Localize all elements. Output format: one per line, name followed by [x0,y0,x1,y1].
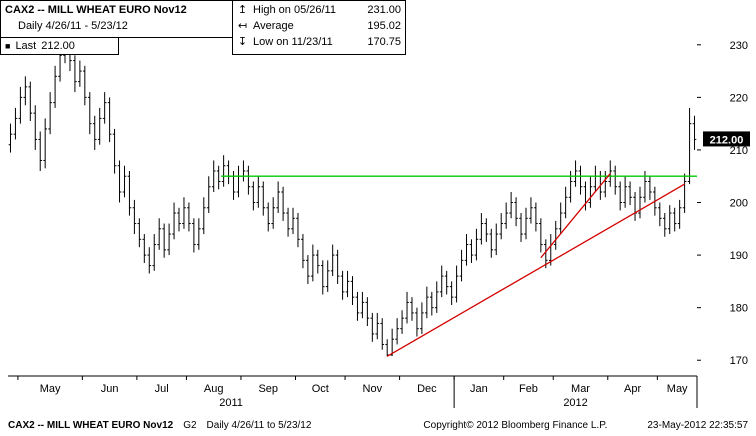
month-label: Jun [101,383,119,395]
chart-title-box: CAX2 -- MILL WHEAT EURO Nov12 Daily 4/26… [0,0,233,38]
y-tick-label: 230 [730,40,748,52]
month-label: Dec [417,383,437,395]
month-label: Apr [624,383,641,395]
average-marker-icon: ↤ [237,20,248,32]
year-label: 2012 [563,397,587,409]
price-chart: May Jun Jul Aug Sep Oct Nov Dec Jan Feb Mar Apr May 2… [8,39,750,409]
last-price-legend: ■ Last 212.00 [0,37,119,55]
last-price-tag: 212.00 [703,131,750,147]
last-label: Last [15,40,37,52]
footer-page-code: G2 [183,419,197,431]
svg-text:212.00: 212.00 [710,134,744,146]
last-value: 212.00 [41,40,75,52]
y-tick-label: 170 [730,355,748,367]
month-label: Nov [363,383,383,395]
y-tick-label: 210 [730,145,748,157]
stat-value: 195.02 [367,20,401,32]
stat-label: Low on 11/23/11 [253,36,333,48]
y-tick-label: 180 [730,303,748,315]
month-label: May [40,383,61,395]
footer-range: Daily 4/26/11 to 5/23/12 [206,419,312,431]
y-tick-label: 220 [730,92,748,104]
ohlc-bars [8,39,697,357]
low-marker-icon: ↧ [237,36,248,48]
stat-value: 170.75 [367,36,401,48]
high-marker-icon: ↥ [237,4,248,16]
trend-line [386,183,685,357]
chart-range-label: Daily 4/26/11 - 5/23/12 [18,20,128,32]
month-label: Jan [470,383,488,395]
month-label: Sep [258,383,278,395]
month-label: Oct [312,383,329,395]
y-tick-label: 200 [730,198,748,210]
footer: CAX2 -- MILL WHEAT EURO Nov12 G2 Daily 4… [0,414,756,436]
trend-line [540,173,611,259]
footer-timestamp: 23-May-2012 22:35:57 [647,419,748,431]
y-tick-label: 190 [730,250,748,262]
stat-label: High on 05/26/11 [253,4,336,16]
month-label: Mar [571,383,590,395]
footer-security-title: CAX2 -- MILL WHEAT EURO Nov12 [8,419,174,431]
month-label: Aug [204,383,224,395]
stat-row-high: ↥ High on 05/26/11 231.00 [237,2,401,18]
month-label: Jul [155,383,169,395]
series-marker-icon: ■ [5,40,11,51]
security-title: CAX2 -- MILL WHEAT EURO Nov12 [5,4,187,16]
month-label: May [667,383,688,395]
stats-box: ↥ High on 05/26/11 231.00 ↤ Average 195.… [232,0,406,55]
stat-row-low: ↧ Low on 11/23/11 170.75 [237,34,401,50]
stat-value: 231.00 [367,4,401,16]
y-axis: 170 180 190 200 210 220 230 [697,40,748,367]
footer-copyright: Copyright© 2012 Bloomberg Finance L.P. [423,419,608,431]
year-label: 2011 [219,397,243,409]
month-label: Feb [519,383,538,395]
stat-row-average: ↤ Average 195.02 [237,18,401,34]
x-axis-months: May Jun Jul Aug Sep Oct Nov Dec Jan Feb Mar Apr May [17,376,688,395]
stat-label: Average [253,20,294,32]
